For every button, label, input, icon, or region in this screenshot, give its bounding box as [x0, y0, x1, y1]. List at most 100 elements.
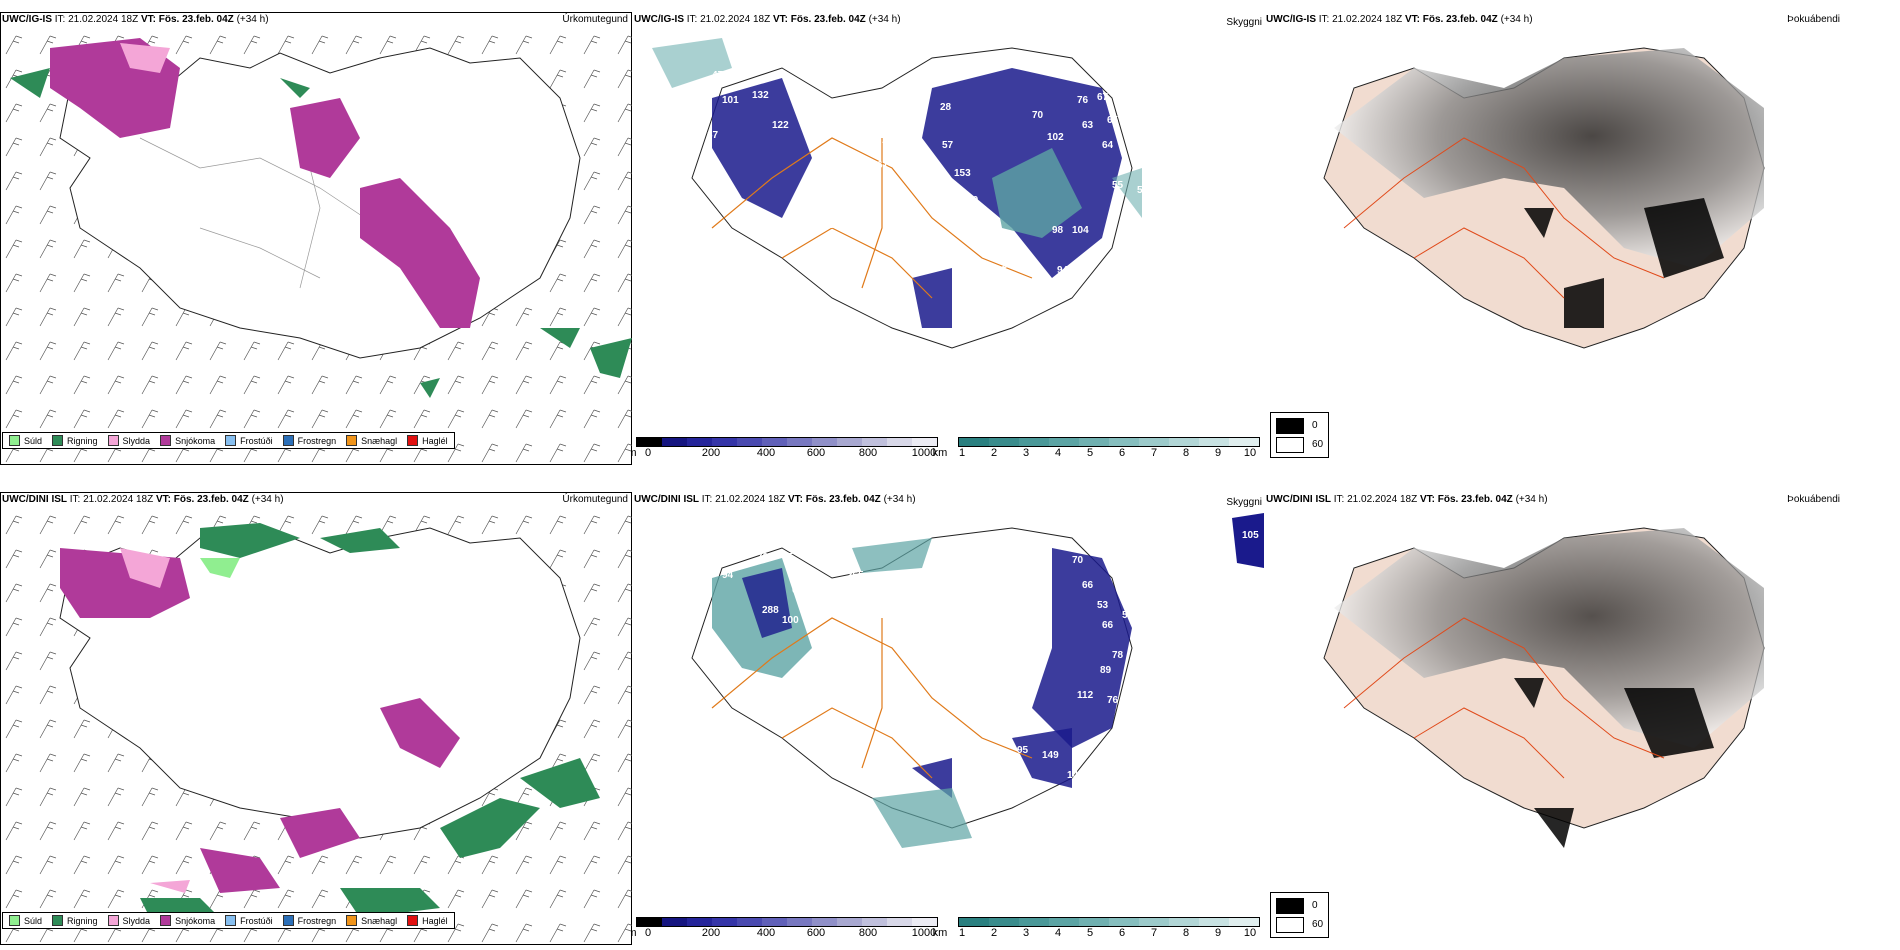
vis-label: 149: [1042, 750, 1059, 761]
vis-label: 949: [1057, 265, 1074, 276]
vis-label: 53: [1097, 600, 1109, 611]
precip-type-panel-dini: UWC/DINI ISL IT: 21.02.2024 18Z VT: Fös.…: [0, 492, 632, 945]
field-name: Þokuábendi: [1787, 14, 1840, 25]
vis-label: 68: [1032, 560, 1044, 571]
legend-item: Súld: [9, 435, 42, 446]
vis-label: 12: [947, 840, 959, 851]
panel-title: UWC/DINI ISL IT: 21.02.2024 18Z VT: Fös.…: [2, 494, 628, 505]
visibility-scale-km: km 1 2 3 4 5 6 7 8 9 10: [933, 437, 1260, 459]
vis-label: 101: [722, 95, 739, 106]
vis-label: 69: [942, 720, 954, 731]
vis-label: 180: [1142, 280, 1159, 291]
vis-label: 145: [1067, 770, 1084, 781]
legend-item: Haglél: [407, 915, 448, 926]
legend-item: Snjókoma: [160, 435, 215, 446]
vis-label: 106: [849, 592, 866, 603]
legend-item: Slydda: [107, 915, 150, 926]
visibility-map: 123 76 65 94 60 288 100 265 106 68 70 66…: [691, 513, 1264, 894]
vis-label: 84: [1112, 740, 1124, 751]
vis-label: 95: [1017, 745, 1029, 756]
visibility-labels: 442 473 101 132 122 67 28 36 61 57 28 15…: [707, 62, 1159, 401]
vis-label: 372: [1002, 260, 1019, 271]
vis-label: 473: [712, 70, 729, 81]
vis-label: 70: [1072, 555, 1084, 566]
vis-label: 63: [1082, 120, 1094, 131]
legend-item: Haglél: [407, 435, 448, 446]
vis-label: 153: [954, 168, 971, 179]
legend-item: Frostúði: [225, 435, 273, 446]
fog-legend: 0 60: [1270, 892, 1330, 938]
legend-item: Frostregn: [282, 915, 336, 926]
vis-label: 105: [1242, 530, 1259, 541]
vis-label: 79: [1117, 88, 1129, 99]
vis-label: 76: [1077, 95, 1089, 106]
vis-label: 99: [1127, 695, 1139, 706]
vis-label: 78: [1112, 650, 1124, 661]
scale-unit: m: [632, 927, 637, 939]
vis-label: 60: [792, 585, 804, 596]
legend-item: Súld: [9, 915, 42, 926]
panel-title: UWC/IG-IS IT: 21.02.2024 18Z VT: Fös. 23…: [2, 14, 628, 25]
vis-label: 118: [937, 863, 954, 874]
field-name: Skyggni: [1226, 17, 1262, 28]
vis-label: 53: [937, 390, 949, 401]
vis-label: 76: [1107, 695, 1119, 706]
fog-map: [1264, 28, 1900, 465]
vis-label: 70: [1032, 110, 1044, 121]
field-name: Þokuábendi: [1787, 494, 1840, 505]
precip-legend: Súld Rigning Slydda Snjókoma Frostúði Fr…: [2, 432, 455, 449]
visibility-panel-dini: UWC/DINI ISL IT: 21.02.2024 18Z VT: Fös.…: [632, 492, 1264, 945]
vis-label: 132: [752, 90, 769, 101]
precip-map: [0, 508, 632, 945]
vis-label: 123: [812, 530, 829, 541]
vis-label: 67: [1097, 92, 1109, 103]
vis-label: 100: [782, 615, 799, 626]
vis-label: 28: [882, 135, 894, 146]
vis-label: 54: [1137, 185, 1149, 196]
panel-title: UWC/IG-IS IT: 21.02.2024 18Z VT: Fös. 23…: [1266, 14, 1840, 25]
legend-item: Snæhagl: [346, 915, 397, 926]
vis-label: 89: [1100, 665, 1112, 676]
vis-label: 442: [972, 62, 989, 73]
scale-unit: km: [932, 927, 948, 939]
field-name: Úrkomutegund: [562, 494, 628, 505]
vis-label: 122: [772, 120, 789, 131]
fog-map: [1264, 508, 1900, 945]
vis-label: 110: [962, 195, 979, 206]
visibility-scale-m: m 0 200 400 600 800 1000: [632, 917, 938, 939]
panel-title: UWC/DINI ISL IT: 21.02.2024 18Z VT: Fös.…: [1266, 494, 1840, 505]
vis-label: 98: [1052, 225, 1064, 236]
panel-title: UWC/IG-IS IT: 21.02.2024 18Z VT: Fös. 23…: [634, 14, 901, 25]
legend-item: Rigning: [52, 915, 98, 926]
precip-type-panel-igis: UWC/IG-IS IT: 21.02.2024 18Z VT: Fös. 23…: [0, 12, 632, 465]
visibility-panel-igis: UWC/IG-IS IT: 21.02.2024 18Z VT: Fös. 23…: [632, 12, 1264, 465]
vis-label: 94: [1142, 690, 1154, 701]
vis-label: 79: [1137, 650, 1149, 661]
precip-legend: Súld Rigning Slydda Snjókoma Frostúði Fr…: [2, 912, 455, 929]
fog-panel-igis: UWC/IG-IS IT: 21.02.2024 18Z VT: Fös. 23…: [1264, 12, 1900, 465]
vis-label: 55: [1112, 180, 1124, 191]
legend-item: Slydda: [107, 435, 150, 446]
legend-item: Snæhagl: [346, 435, 397, 446]
visibility-scale-m: m 0 200 400 600 800 1000: [632, 437, 938, 459]
visibility-labels: 123 76 65 94 60 288 100 265 106 68 70 66…: [722, 530, 1259, 894]
legend-item: Frostúði: [225, 915, 273, 926]
vis-label: 100: [1062, 305, 1079, 316]
field-name: Skyggni: [1226, 497, 1262, 508]
vis-label: 67: [937, 883, 949, 894]
vis-label: 66: [1102, 620, 1114, 631]
vis-label: 78: [912, 260, 924, 271]
legend-item: Snjókoma: [160, 915, 215, 926]
vis-label: 112: [1077, 690, 1094, 701]
vis-label: 64: [1102, 140, 1114, 151]
vis-label: 265: [847, 570, 864, 581]
scale-unit: km: [932, 447, 948, 459]
panel-title: UWC/DINI ISL IT: 21.02.2024 18Z VT: Fös.…: [634, 494, 916, 505]
swatch-sudl: [9, 435, 20, 446]
vis-label: 57: [1122, 610, 1134, 621]
vis-label: 61: [877, 160, 889, 171]
vis-label: 36: [902, 145, 914, 156]
fog-panel-dini: UWC/DINI ISL IT: 21.02.2024 18Z VT: Fös.…: [1264, 492, 1900, 945]
vis-label: 28: [940, 102, 952, 113]
vis-label: 102: [1047, 132, 1064, 143]
